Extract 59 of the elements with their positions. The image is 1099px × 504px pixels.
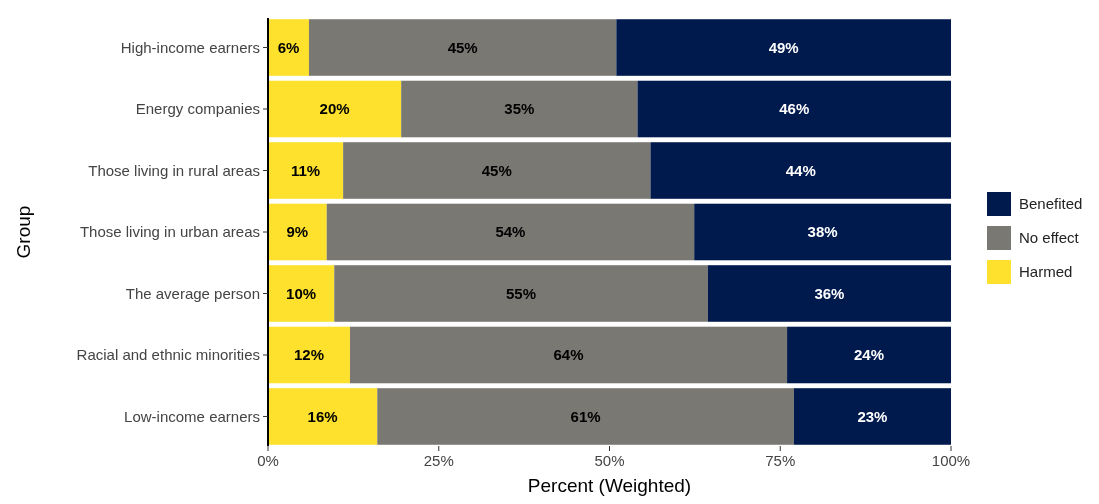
y-tick-label: The average person [125, 284, 260, 302]
x-tick-label: 100% [931, 452, 971, 469]
data-label: 45% [481, 161, 512, 179]
legend-label: No effect [1019, 229, 1080, 247]
bar [377, 388, 794, 445]
y-axis-title: Group [13, 205, 34, 259]
bar [268, 80, 402, 138]
data-label: 6% [277, 38, 300, 56]
data-label: 35% [504, 100, 535, 118]
data-label: 45% [447, 38, 478, 56]
data-label: 49% [768, 38, 799, 56]
data-label: 23% [857, 407, 888, 425]
bar [401, 80, 638, 138]
bar [616, 19, 951, 76]
data-label: 38% [807, 223, 838, 241]
x-tick-label: 75% [765, 452, 796, 469]
bar [268, 265, 335, 322]
data-label: 9% [286, 223, 309, 241]
data-label: 12% [293, 346, 324, 364]
bar [694, 203, 951, 261]
data-label: 11% [290, 161, 321, 179]
bar [326, 203, 695, 261]
bar [308, 19, 617, 76]
bar [268, 388, 378, 445]
y-tick-label: Low-income earners [124, 407, 260, 425]
bar [268, 142, 344, 199]
y-tick-label: High-income earners [120, 38, 260, 56]
bar [793, 388, 951, 445]
y-tick-label: Energy companies [135, 100, 260, 118]
bar [334, 265, 708, 322]
y-tick-label: Racial and ethnic minorities [76, 346, 260, 364]
data-label: 44% [785, 161, 816, 179]
bar [268, 19, 309, 76]
bar [787, 326, 951, 384]
bar [268, 203, 327, 261]
data-label: 24% [854, 346, 885, 364]
bar [268, 326, 350, 384]
x-tick-label: 25% [423, 452, 454, 469]
data-label: 64% [553, 346, 584, 364]
bar [650, 142, 951, 199]
bar [349, 326, 788, 384]
y-tick-label: Those living in urban areas [79, 223, 260, 241]
data-label: 16% [307, 407, 338, 425]
bar [343, 142, 651, 199]
data-label: 20% [319, 100, 350, 118]
data-label: 36% [814, 284, 845, 302]
x-tick-label: 50% [594, 452, 625, 469]
data-label: 54% [495, 223, 526, 241]
x-tick-label: 0% [257, 452, 279, 469]
y-tick-label: Those living in rural areas [88, 161, 260, 179]
x-axis-title: Percent (Weighted) [527, 475, 692, 496]
data-label: 55% [506, 284, 537, 302]
legend-label: Harmed [1019, 263, 1073, 281]
bar [637, 80, 951, 138]
data-label: 61% [570, 407, 601, 425]
data-label: 46% [779, 100, 810, 118]
data-label: 10% [286, 284, 317, 302]
legend-label: Benefited [1019, 195, 1083, 213]
bar [707, 265, 951, 322]
